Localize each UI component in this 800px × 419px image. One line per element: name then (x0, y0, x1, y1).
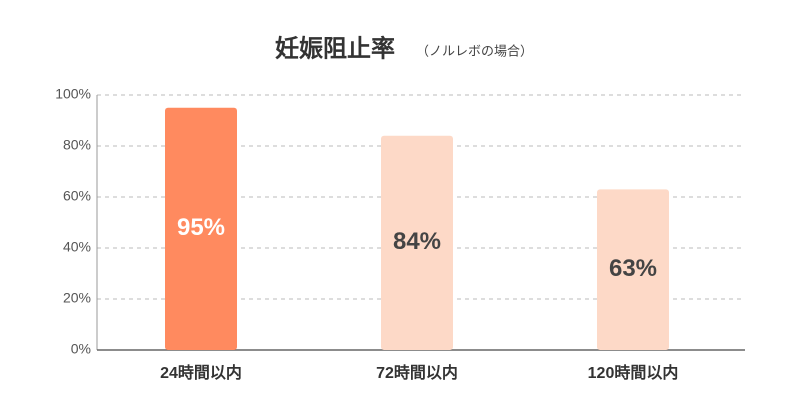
y-tick-label: 0% (71, 341, 91, 357)
x-tick-label: 24時間以内 (160, 363, 242, 382)
bar (165, 107, 237, 350)
value-label: 84% (393, 228, 441, 255)
bar (381, 135, 453, 350)
value-label: 95% (177, 214, 225, 241)
y-tick-label: 80% (63, 137, 91, 153)
chart-subtitle: （ノルレボの場合） (416, 43, 533, 58)
y-tick-label: 40% (63, 239, 91, 255)
x-tick-label: 72時間以内 (376, 363, 458, 382)
x-tick-label: 120時間以内 (588, 363, 679, 382)
y-tick-label: 100% (55, 86, 91, 102)
y-tick-label: 60% (63, 188, 91, 204)
y-tick-label: 20% (63, 290, 91, 306)
bar (597, 189, 669, 350)
value-label: 63% (609, 255, 657, 282)
chart-title: 妊娠阻止率 (275, 34, 395, 62)
